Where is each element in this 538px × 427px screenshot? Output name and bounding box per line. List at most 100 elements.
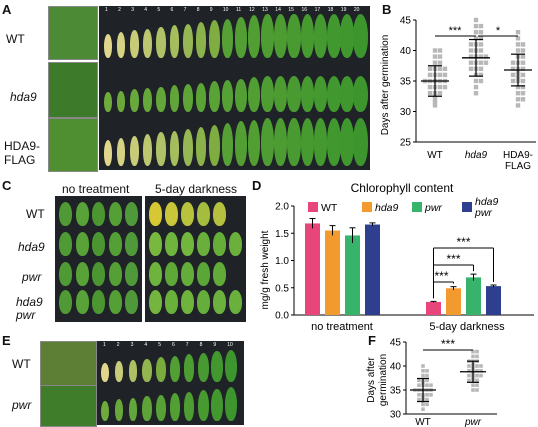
panel-b-cat-wt: WT bbox=[427, 150, 443, 161]
panel-f-point bbox=[421, 369, 425, 373]
panel-a-leaf-number: 8 bbox=[196, 7, 200, 13]
panel-b-point bbox=[478, 48, 484, 53]
panel-b-point bbox=[510, 66, 516, 71]
panel-c-leaf-control bbox=[59, 202, 72, 226]
panel-a-hda9-flag-line2: FLAG bbox=[4, 153, 36, 167]
panel-b-point bbox=[468, 54, 474, 59]
panel-e-rosette-pwr bbox=[40, 385, 97, 427]
panel-e-genotype-pwr: pwr bbox=[12, 398, 32, 412]
panel-b-point bbox=[478, 60, 484, 65]
panel-a-leaf-number: 10 bbox=[222, 7, 229, 13]
panel-b-point bbox=[515, 91, 521, 96]
panel-b-point bbox=[437, 60, 443, 65]
panel-b-point bbox=[478, 36, 484, 41]
panel-f-point bbox=[467, 373, 471, 378]
panel-c-leaf-control bbox=[59, 262, 72, 286]
panel-c-leaf-control bbox=[125, 290, 138, 314]
panel-d-ytick-label: 0.5 bbox=[275, 283, 289, 294]
panel-a-leaf-wt bbox=[300, 14, 315, 58]
panel-b-point bbox=[437, 54, 443, 59]
panel-b-point bbox=[483, 60, 489, 65]
panel-c-leaf-dark bbox=[213, 290, 226, 314]
panel-f-point bbox=[417, 378, 421, 383]
panel-f-point bbox=[417, 397, 421, 402]
panel-c-hda9-pwr-line2: pwr bbox=[16, 308, 36, 322]
panel-a-leaf-hda9-flag bbox=[235, 121, 247, 166]
panel-c-genotype-wt: WT bbox=[26, 207, 45, 221]
panel-b-point bbox=[442, 66, 448, 71]
panel-b-sig-2: * bbox=[496, 25, 501, 37]
panel-a-leaf-hda9-flag bbox=[195, 126, 207, 166]
panel-a-leaf-number: 9 bbox=[209, 7, 213, 13]
panel-b-point bbox=[478, 78, 484, 84]
panel-d-ytick-label: 0.0 bbox=[275, 311, 289, 322]
panel-b-point bbox=[478, 54, 484, 59]
panel-f-cat-wt: WT bbox=[415, 417, 431, 427]
panel-a-genotype-hda9: hda9 bbox=[10, 90, 37, 104]
panel-a-leaf-wt bbox=[195, 22, 207, 58]
panel-f-point bbox=[467, 369, 471, 373]
panel-e-leaf-pwr bbox=[142, 396, 152, 421]
panel-f-ylabel-line2: germination bbox=[378, 354, 389, 406]
panel-b-point bbox=[510, 72, 516, 78]
panel-e-leaf-number: 6 bbox=[172, 342, 175, 348]
panel-d-bar bbox=[365, 224, 380, 315]
panel-c-leaf-control bbox=[92, 290, 105, 314]
panel-b-sig-1: *** bbox=[449, 25, 463, 37]
panel-a-leaf-hda9 bbox=[221, 79, 234, 112]
panel-d-ytick-label: 1.0 bbox=[275, 256, 289, 267]
panel-d-group-darkness: 5-day darkness bbox=[429, 321, 505, 333]
panel-b-point bbox=[515, 36, 521, 41]
panel-b-cat-hda9-flag-1: HDA9- bbox=[503, 150, 533, 161]
panel-d-legend-label: hda9 bbox=[375, 202, 399, 214]
panel-e-leaf-wt bbox=[156, 357, 166, 382]
panel-f-point bbox=[425, 373, 429, 378]
panel-f-point bbox=[421, 364, 425, 368]
panel-a-leaf-number: 3 bbox=[131, 7, 134, 13]
panel-f-point bbox=[429, 383, 433, 387]
panel-c-leaf-control bbox=[75, 232, 89, 256]
panel-b-point bbox=[515, 84, 521, 90]
panel-a-leaf-number: 7 bbox=[183, 7, 187, 13]
panel-f-ytick-label: 40 bbox=[390, 362, 402, 373]
panel-b-point bbox=[515, 30, 521, 35]
panel-c-leaf-dark bbox=[213, 262, 226, 286]
panel-c-leaf-dark bbox=[213, 232, 226, 256]
panel-b-point bbox=[473, 23, 479, 29]
panel-d-bar bbox=[305, 223, 320, 315]
panel-a-leaf-wt bbox=[169, 25, 180, 58]
panel-a-leaf-photo: 1 2 3 4 5 6 7 8 9 10 11 12 13 14 15 16 17 18 19 20 bbox=[99, 6, 370, 170]
panel-b-ytick-label: 40 bbox=[400, 46, 412, 57]
panel-b-point bbox=[432, 54, 438, 59]
panel-c-photo-darkness bbox=[145, 196, 246, 322]
panel-b-ytick-label: 30 bbox=[400, 107, 412, 118]
panel-f-scatter-chart: Days after germination 30 35 40 45 *** WT p… bbox=[366, 337, 497, 427]
panel-a-leaf-hda9-flag bbox=[261, 118, 274, 166]
panel-a-leaf-number: 14 bbox=[275, 7, 281, 13]
panel-c-genotype-hda9-pwr: hda9 pwr bbox=[16, 296, 43, 322]
panel-b-point bbox=[437, 48, 443, 53]
panel-f-point bbox=[425, 402, 429, 407]
panel-d-title: Chlorophyll content bbox=[351, 181, 454, 195]
panel-d-ylabel: mg/g fresh weight bbox=[260, 230, 271, 309]
panel-a-leaf-hda9-flag bbox=[156, 132, 166, 166]
panel-b-point bbox=[515, 48, 521, 53]
panel-label-a: A bbox=[2, 2, 12, 17]
panel-b-point bbox=[478, 42, 484, 47]
panel-e-leaf-wt bbox=[197, 352, 209, 382]
panel-c-leaf-dark bbox=[165, 262, 178, 286]
panel-d-bar bbox=[446, 288, 461, 315]
panel-b-point bbox=[478, 72, 484, 78]
panel-a-leaf-number: 11 bbox=[236, 7, 242, 13]
panel-b-point bbox=[520, 48, 526, 53]
panel-f-point bbox=[471, 388, 475, 392]
panel-e-genotype-wt: WT bbox=[12, 357, 31, 371]
panel-b-points bbox=[422, 17, 526, 108]
panel-c-leaf-dark bbox=[181, 262, 194, 286]
panel-f-point bbox=[475, 369, 479, 373]
panel-c-leaf-dark bbox=[149, 290, 162, 314]
panel-a-leaf-number: 5 bbox=[157, 7, 161, 13]
panel-c-leaf-control bbox=[108, 232, 122, 256]
panel-f-ytick-label: 35 bbox=[390, 386, 402, 397]
panel-b-point bbox=[427, 84, 433, 90]
